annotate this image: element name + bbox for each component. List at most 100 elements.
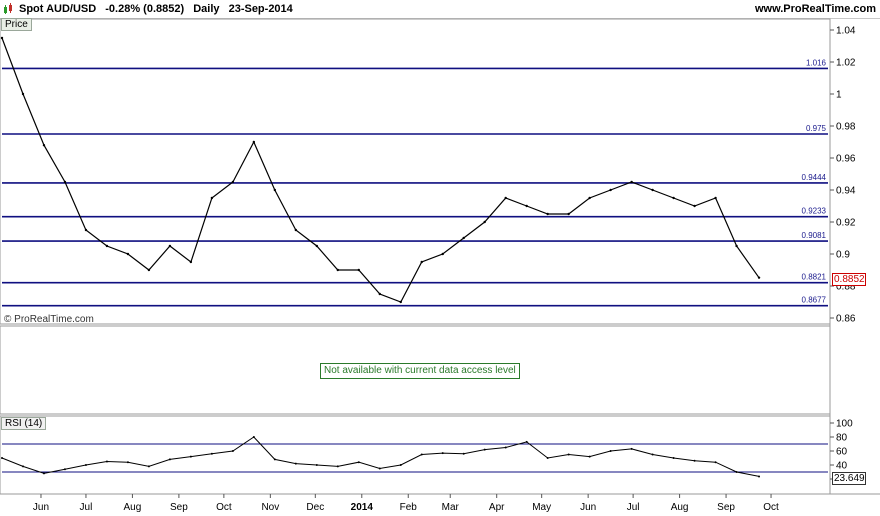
price-point (651, 188, 654, 192)
rsi-point (189, 455, 192, 458)
price-point (0, 36, 4, 40)
price-point (378, 292, 381, 296)
rsi-point (525, 440, 528, 443)
rsi-axis-tick: 60 (836, 447, 848, 458)
rsi-point (483, 448, 486, 451)
instrument-name: Spot AUD/USD (19, 3, 97, 15)
period: Daily (193, 3, 220, 15)
price-point (693, 204, 696, 208)
level-label: 0.975 (806, 124, 827, 133)
price-axis-tick: 1.04 (836, 26, 856, 37)
rsi-axis-tick: 40 (836, 461, 848, 472)
x-axis-tick: Oct (763, 502, 779, 513)
rsi-point (273, 458, 276, 461)
unavailable-message: Not available with current data access l… (320, 363, 520, 379)
rsi-point (168, 458, 171, 461)
price-point (525, 204, 528, 208)
price-point (672, 196, 675, 200)
rsi-point (210, 452, 213, 455)
price-point (483, 220, 486, 224)
price-point (399, 300, 402, 304)
rsi-point (441, 452, 444, 455)
price-axis-tick: 0.9 (836, 250, 850, 261)
rsi-point (315, 464, 318, 466)
rsi-point (567, 453, 570, 456)
price-point (21, 92, 25, 96)
candlestick-logo-icon (4, 3, 12, 14)
rsi-panel-label: RSI (14) (1, 417, 47, 430)
price-point (420, 260, 423, 264)
rsi-point (126, 461, 129, 464)
price-point (315, 244, 319, 248)
copyright-text: © ProRealTime.com (4, 314, 94, 325)
price-axis-tick: 0.92 (836, 218, 856, 229)
x-axis-tick: Sep (170, 502, 188, 513)
date: 23-Sep-2014 (228, 3, 293, 15)
rsi-point (462, 452, 465, 455)
price-point (147, 268, 151, 272)
rsi-point (651, 453, 654, 456)
rsi-point (420, 453, 423, 456)
price-panel (0, 18, 831, 325)
price-point (231, 180, 235, 184)
rsi-point (294, 462, 297, 465)
rsi-point (147, 465, 150, 468)
rsi-point (63, 468, 66, 471)
price-panel-label: Price (1, 18, 32, 31)
rsi-point (504, 446, 507, 449)
price-axis-tick: 1 (836, 90, 842, 101)
price-point (252, 140, 256, 144)
rsi-point (609, 450, 612, 452)
x-axis-tick: May (532, 502, 551, 513)
x-axis-tick: Mar (442, 502, 460, 513)
rsi-panel (0, 415, 831, 495)
price-point (357, 268, 360, 272)
price-point (273, 188, 277, 192)
last-rsi-label: 23.649 (832, 472, 866, 485)
site-url[interactable]: www.ProRealTime.com (754, 3, 876, 15)
price-axis-tick: 0.94 (836, 186, 856, 197)
rsi-point (693, 459, 696, 462)
level-label: 0.8677 (802, 296, 827, 305)
price-axis-tick: 0.98 (836, 122, 856, 133)
level-label: 0.9081 (802, 231, 827, 240)
rsi-point (84, 464, 87, 466)
x-axis-tick: Sep (717, 502, 735, 513)
price-axis-tick: 0.86 (836, 314, 856, 325)
rsi-axis-tick: 100 (836, 419, 853, 430)
level-label: 0.9233 (802, 207, 827, 216)
rsi-point (336, 465, 339, 468)
price-point (630, 180, 633, 184)
rsi-point (378, 467, 381, 470)
price-point (609, 188, 612, 192)
price-point (126, 252, 130, 256)
level-label: 1.016 (806, 58, 827, 67)
rsi-point (630, 447, 633, 450)
price-axis-tick: 1.02 (836, 58, 856, 69)
rsi-point (758, 475, 761, 478)
price-point (546, 212, 549, 216)
rsi-point (21, 465, 24, 468)
rsi-point (672, 457, 675, 459)
price-point (735, 244, 738, 248)
price-point (42, 144, 46, 147)
price-point (294, 228, 298, 232)
price-point (168, 244, 172, 248)
price-point (189, 260, 193, 264)
price-point (105, 244, 109, 248)
x-axis-tick: Aug (671, 502, 689, 513)
x-axis-tick: Jul (627, 502, 640, 513)
price-point (567, 212, 570, 216)
price-axis-tick: 0.88 (836, 282, 856, 293)
price-change: -0.28% (0.8852) (105, 3, 185, 15)
rsi-point (588, 455, 591, 458)
chart-title: Spot AUD/USD -0.28% (0.8852) Daily 23-Se… (19, 3, 299, 15)
x-axis-tick: Nov (261, 502, 279, 513)
price-point (714, 196, 717, 200)
price-point (588, 196, 591, 200)
price-point (84, 228, 88, 232)
price-point (504, 196, 507, 200)
x-axis-tick: Feb (400, 502, 418, 513)
x-axis-tick: Oct (216, 502, 232, 513)
